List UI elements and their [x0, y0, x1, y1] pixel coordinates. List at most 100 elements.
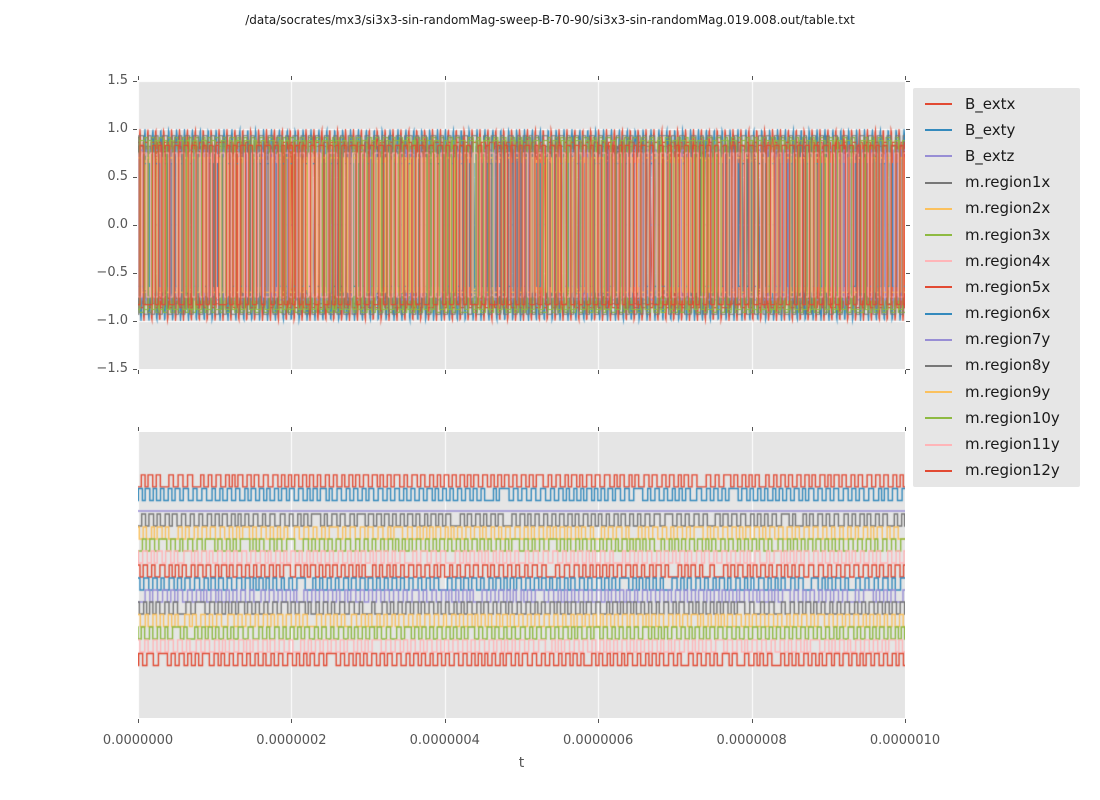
y-tick-label: 1.5 — [107, 73, 128, 88]
tick-mark — [138, 76, 139, 80]
top-panel-plot-area — [138, 81, 905, 369]
legend-item: m.region2x — [925, 196, 1080, 222]
legend-line-swatch — [925, 443, 952, 446]
tick-mark — [133, 369, 137, 370]
tick-mark — [133, 129, 137, 130]
tick-mark — [133, 177, 137, 178]
legend-label: m.region3x — [965, 225, 1051, 244]
x-tick-label: 0.0000006 — [563, 733, 634, 748]
legend-line-swatch — [925, 129, 952, 132]
tick-mark — [906, 273, 910, 274]
legend-line-swatch — [925, 338, 952, 341]
tick-mark — [133, 81, 137, 82]
legend-item: m.region8y — [925, 353, 1080, 379]
tick-mark — [598, 427, 599, 431]
tick-mark — [291, 76, 292, 80]
legend-line-swatch — [925, 364, 952, 367]
tick-mark — [445, 370, 446, 374]
y-tick-label: 0.5 — [107, 169, 128, 184]
legend-line-swatch — [925, 181, 952, 184]
tick-mark — [598, 370, 599, 374]
legend-line-swatch — [925, 234, 952, 237]
tick-mark — [752, 76, 753, 80]
x-tick-label: 0.0000000 — [102, 733, 174, 748]
y-tick-label: 0.0 — [107, 217, 128, 232]
legend-label: m.region11y — [965, 435, 1060, 454]
legend-label: m.region5x — [965, 277, 1051, 296]
tick-mark — [905, 370, 906, 374]
x-tick-label: 0.0000002 — [256, 733, 327, 748]
legend-line-swatch — [925, 286, 952, 289]
tick-mark — [905, 719, 906, 723]
tick-mark — [752, 427, 753, 431]
legend-label: m.region6x — [965, 304, 1051, 323]
figure-title: /data/socrates/mx3/si3x3-sin-randomMag-s… — [245, 13, 855, 27]
tick-mark — [291, 370, 292, 374]
tick-mark — [752, 719, 753, 723]
tick-mark — [133, 321, 137, 322]
y-tick-label: −1.5 — [96, 361, 128, 376]
y-tick-label: −0.5 — [96, 265, 128, 280]
tick-mark — [138, 370, 139, 374]
legend-line-swatch — [925, 103, 952, 106]
bottom-panel-plot-area — [138, 432, 905, 718]
legend-label: m.region9y — [965, 382, 1051, 401]
tick-mark — [138, 427, 139, 431]
legend-label: m.region12y — [965, 461, 1060, 480]
x-tick-label: 0.0000004 — [409, 733, 480, 748]
legend-label: m.region10y — [965, 408, 1060, 427]
legend-line-swatch — [925, 391, 952, 394]
x-tick-label: 0.0000008 — [716, 733, 787, 748]
tick-mark — [905, 76, 906, 80]
x-tick-label: 0.0000010 — [869, 733, 941, 748]
legend-line-swatch — [925, 417, 952, 420]
legend-item: B_exty — [925, 117, 1080, 143]
legend-item: m.region4x — [925, 248, 1080, 274]
tick-mark — [138, 719, 139, 723]
legend-item: m.region7y — [925, 327, 1080, 353]
tick-mark — [906, 177, 910, 178]
legend-item: m.region1x — [925, 170, 1080, 196]
tick-mark — [906, 81, 910, 82]
tick-mark — [445, 427, 446, 431]
legend-item: m.region10y — [925, 405, 1080, 431]
tick-mark — [906, 225, 910, 226]
legend-line-swatch — [925, 469, 952, 472]
tick-mark — [445, 76, 446, 80]
legend-line-swatch — [925, 312, 952, 315]
legend-item: m.region9y — [925, 379, 1080, 405]
legend-label: B_extz — [965, 146, 1015, 165]
tick-mark — [906, 369, 910, 370]
tick-mark — [906, 129, 910, 130]
x-axis-label: t — [518, 755, 525, 771]
legend-label: B_extx — [965, 94, 1016, 113]
tick-mark — [598, 76, 599, 80]
legend-label: m.region8y — [965, 356, 1051, 375]
y-tick-label: −1.0 — [96, 313, 128, 328]
legend-line-swatch — [925, 260, 952, 263]
legend-label: m.region1x — [965, 173, 1051, 192]
tick-mark — [445, 719, 446, 723]
legend-item: m.region11y — [925, 432, 1080, 458]
legend-label: m.region7y — [965, 330, 1051, 349]
tick-mark — [905, 427, 906, 431]
legend: B_extx B_exty B_extz m.region1x m.region2x m.… — [913, 88, 1080, 487]
legend-line-swatch — [925, 155, 952, 158]
tick-mark — [906, 321, 910, 322]
legend-item: m.region6x — [925, 301, 1080, 327]
y-tick-label: 1.0 — [107, 121, 128, 136]
legend-item: m.region12y — [925, 458, 1080, 484]
legend-item: B_extx — [925, 91, 1080, 117]
tick-mark — [133, 273, 137, 274]
tick-mark — [291, 719, 292, 723]
legend-label: B_exty — [965, 120, 1016, 139]
tick-mark — [598, 719, 599, 723]
tick-mark — [133, 225, 137, 226]
legend-item: m.region5x — [925, 274, 1080, 300]
legend-item: B_extz — [925, 143, 1080, 169]
legend-label: m.region4x — [965, 251, 1051, 270]
legend-item: m.region3x — [925, 222, 1080, 248]
tick-mark — [752, 370, 753, 374]
legend-label: m.region2x — [965, 199, 1051, 218]
